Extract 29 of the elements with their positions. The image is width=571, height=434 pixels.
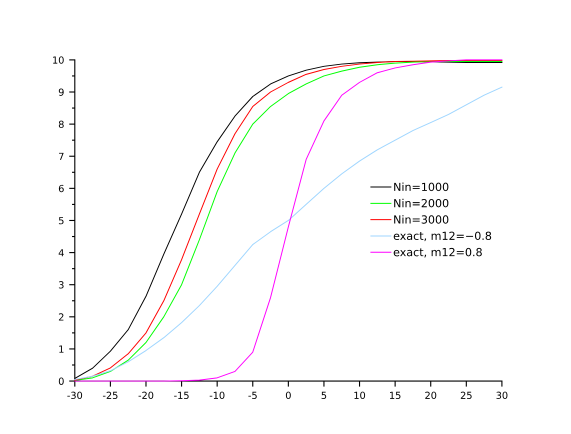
- x-tick-label: 20: [425, 392, 436, 399]
- y-tick-label: 0: [58, 378, 64, 385]
- legend-label: Nin=1000: [394, 182, 448, 192]
- x-tick-label: 30: [496, 392, 508, 399]
- y-tick-label: 7: [58, 152, 64, 160]
- x-tick-label: 5: [322, 392, 326, 399]
- y-tick-label: 5: [58, 217, 64, 224]
- x-tick-label: 25: [460, 392, 472, 399]
- y-tick-label: 2: [58, 313, 64, 321]
- legend-label: exact, m12=0.8: [394, 248, 482, 258]
- legend-label: Nin=2000: [394, 198, 448, 208]
- x-tick-label: 15: [390, 392, 400, 399]
- y-tick-label: 8: [58, 120, 64, 128]
- x-tick-label: -5: [248, 392, 257, 399]
- x-tick-label: -15: [174, 392, 189, 399]
- y-tick-label: 6: [58, 184, 64, 192]
- legend-label: Nin=3000: [394, 215, 448, 224]
- x-tick-label: 10: [354, 392, 366, 399]
- y-tick-label: 4: [58, 249, 64, 256]
- y-tick-label: 1: [59, 346, 64, 353]
- x-tick-label: -10: [210, 392, 224, 399]
- y-tick-label: 9: [58, 88, 64, 96]
- y-tick-label: 3: [58, 281, 64, 289]
- x-tick-label: -20: [138, 392, 154, 399]
- x-tick-label: 0: [286, 392, 291, 399]
- x-tick-label: -30: [67, 392, 82, 399]
- y-tick-label: 10: [53, 56, 64, 64]
- x-tick-label: -25: [102, 392, 118, 399]
- legend-label: exact, m12=−0.8: [394, 232, 492, 242]
